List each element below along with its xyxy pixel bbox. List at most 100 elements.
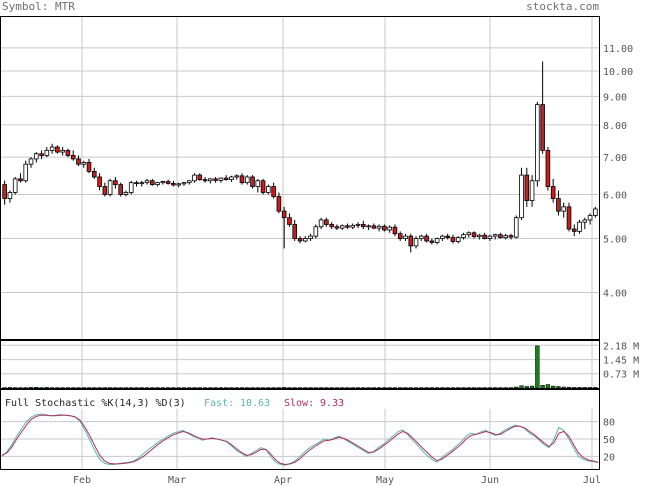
slow-line: [1, 414, 599, 466]
volume-bar: [551, 385, 556, 389]
volume-bar: [187, 387, 192, 389]
candle-body: [413, 238, 419, 247]
candle-body: [376, 225, 382, 229]
candle: [81, 160, 87, 168]
site-watermark[interactable]: stockta.com: [526, 0, 599, 13]
candle-body: [540, 104, 545, 151]
candle: [471, 231, 477, 239]
candle-body: [508, 235, 514, 238]
month-label: Apr: [274, 475, 292, 486]
candle: [123, 190, 129, 197]
candle: [450, 234, 456, 244]
volume-bar: [165, 387, 171, 389]
candle-body: [165, 181, 171, 184]
candle: [445, 233, 450, 240]
candle-body: [577, 221, 582, 232]
candle-body: [92, 171, 97, 178]
volume-bar: [297, 387, 303, 389]
slow-label: Slow:: [284, 398, 314, 409]
candle-body: [313, 226, 319, 237]
candle: [360, 220, 366, 230]
candle-body: [7, 192, 13, 199]
candle: [44, 147, 50, 158]
candle-body: [102, 186, 108, 195]
month-label: Jun: [481, 475, 499, 486]
volume-bar: [181, 387, 187, 389]
candle-body: [218, 177, 224, 181]
candle: [508, 233, 514, 240]
candle-body: [144, 180, 150, 184]
candle-body: [371, 225, 377, 229]
candle: [371, 223, 377, 230]
candle: [86, 158, 92, 174]
slow-value: 9.33: [320, 398, 344, 409]
candle-body: [492, 234, 498, 237]
volume-bar: [123, 387, 129, 389]
volume-bar: [229, 387, 234, 389]
price-panel-frame: [0, 16, 600, 340]
volume-bar: [118, 387, 123, 389]
volume-bar: [239, 387, 245, 389]
volume-bar: [144, 387, 150, 389]
candle-body: [582, 219, 588, 223]
candle: [176, 182, 181, 188]
price-axis-labels: 11.00 10.00 9.00 8.00 7.00 6.00 5.00 4.00: [603, 44, 633, 300]
candle: [392, 224, 398, 237]
candle: [540, 61, 545, 154]
volume-bar: [450, 387, 456, 389]
candle-body: [123, 192, 129, 195]
volume-bar: [71, 387, 76, 389]
volume-bar: [308, 387, 313, 389]
candle-body: [302, 238, 308, 242]
candle-body: [366, 225, 371, 228]
candle: [440, 234, 445, 241]
candle-body: [455, 237, 461, 242]
volume-bar: [92, 387, 97, 389]
volume-bar: [224, 387, 229, 389]
candle: [434, 237, 440, 245]
candle-body: [223, 177, 229, 181]
candle-body: [387, 226, 392, 231]
volume-bar: [461, 387, 466, 389]
candle: [223, 175, 229, 181]
volume-bar: [387, 387, 392, 389]
volume-bar: [129, 387, 134, 389]
candle: [197, 173, 203, 181]
candle: [192, 173, 197, 183]
volume-bar: [39, 387, 44, 389]
stochastic-tick-label: 20: [603, 452, 615, 463]
candle: [593, 206, 598, 218]
volume-bar: [276, 387, 282, 389]
candle-body: [334, 226, 340, 229]
volume-bar: [76, 387, 81, 389]
candle-body: [60, 149, 65, 153]
candle: [561, 202, 567, 218]
candle-body: [440, 235, 445, 239]
candle-body: [186, 180, 192, 184]
month-label: Mar: [168, 475, 186, 486]
candle: [65, 148, 71, 158]
volume-bar: [113, 387, 118, 389]
volume-bar: [107, 387, 113, 389]
volume-bar: [514, 386, 519, 389]
price-grid: [1, 17, 599, 339]
candle-body: [308, 235, 313, 239]
volume-bar: [155, 387, 160, 389]
candle-body: [535, 104, 540, 182]
candle: [287, 213, 292, 227]
candle-body: [408, 235, 414, 247]
volume-bar: [477, 387, 482, 389]
candle-body: [561, 206, 567, 212]
volume-bar: [208, 387, 213, 389]
candle-body: [461, 234, 466, 238]
volume-bar: [403, 387, 408, 389]
candle: [292, 219, 298, 241]
candle-body: [12, 178, 18, 193]
candle: [7, 190, 13, 203]
x-axis-labels: Feb Mar Apr May Jun Jul: [73, 475, 601, 486]
candle: [239, 173, 245, 185]
volume-bar: [334, 387, 340, 389]
volume-bar: [413, 387, 419, 389]
volume-bar: [371, 387, 376, 389]
volume-bar: [503, 387, 508, 389]
